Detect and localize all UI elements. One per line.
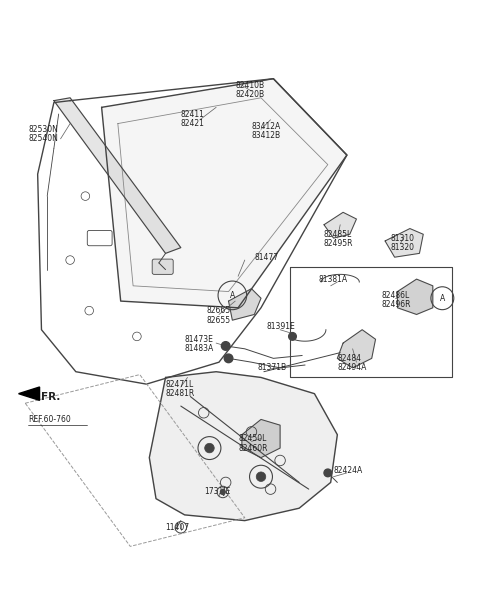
Text: 81371B: 81371B xyxy=(257,364,286,373)
Circle shape xyxy=(256,472,266,482)
Text: 82424A: 82424A xyxy=(334,465,363,474)
Polygon shape xyxy=(228,288,261,320)
Polygon shape xyxy=(242,419,280,458)
Text: 82471L: 82471L xyxy=(166,379,194,388)
Circle shape xyxy=(220,490,225,494)
Circle shape xyxy=(204,444,214,453)
Text: 82495R: 82495R xyxy=(324,239,353,248)
Text: 11407: 11407 xyxy=(166,523,190,532)
FancyBboxPatch shape xyxy=(152,259,173,275)
Text: A: A xyxy=(230,291,235,300)
Polygon shape xyxy=(324,212,357,238)
Circle shape xyxy=(288,333,296,340)
Text: 82421: 82421 xyxy=(181,119,204,128)
Polygon shape xyxy=(149,371,337,521)
Text: 82665: 82665 xyxy=(206,306,231,315)
Polygon shape xyxy=(385,228,423,257)
Text: 82481R: 82481R xyxy=(166,389,195,398)
Circle shape xyxy=(324,469,332,477)
Circle shape xyxy=(224,354,233,362)
Text: 83412A: 83412A xyxy=(252,122,281,131)
Text: 81477: 81477 xyxy=(254,253,278,262)
Text: 82410B: 82410B xyxy=(235,81,264,90)
Text: 82494A: 82494A xyxy=(337,364,367,373)
Polygon shape xyxy=(337,330,375,368)
Circle shape xyxy=(221,342,230,350)
Polygon shape xyxy=(54,98,181,253)
Text: 81381A: 81381A xyxy=(318,275,348,284)
Text: 81320: 81320 xyxy=(391,243,415,252)
Text: FR.: FR. xyxy=(41,391,61,402)
Text: 82460R: 82460R xyxy=(238,444,267,453)
FancyBboxPatch shape xyxy=(87,230,112,246)
Text: A: A xyxy=(440,294,445,303)
Text: 82450L: 82450L xyxy=(238,434,266,443)
Text: REF.60-760: REF.60-760 xyxy=(28,415,71,424)
Text: 83412B: 83412B xyxy=(252,132,281,141)
Text: 82540N: 82540N xyxy=(28,135,58,144)
Text: 81473E: 81473E xyxy=(185,335,214,344)
Polygon shape xyxy=(102,79,347,308)
Text: 82486L: 82486L xyxy=(381,291,409,300)
Polygon shape xyxy=(397,279,433,315)
Text: 82411: 82411 xyxy=(181,110,204,119)
Text: 82655: 82655 xyxy=(206,316,231,325)
Text: 82420B: 82420B xyxy=(235,90,264,99)
Text: 82484: 82484 xyxy=(337,354,361,363)
Text: 1731JE: 1731JE xyxy=(204,487,230,496)
Polygon shape xyxy=(19,387,39,401)
Text: 81310: 81310 xyxy=(391,233,415,242)
Text: 81483A: 81483A xyxy=(185,344,214,353)
Text: 82485L: 82485L xyxy=(324,230,352,239)
Text: 81391E: 81391E xyxy=(267,322,296,331)
Text: 82496R: 82496R xyxy=(381,301,411,310)
Text: 82530N: 82530N xyxy=(28,125,58,134)
